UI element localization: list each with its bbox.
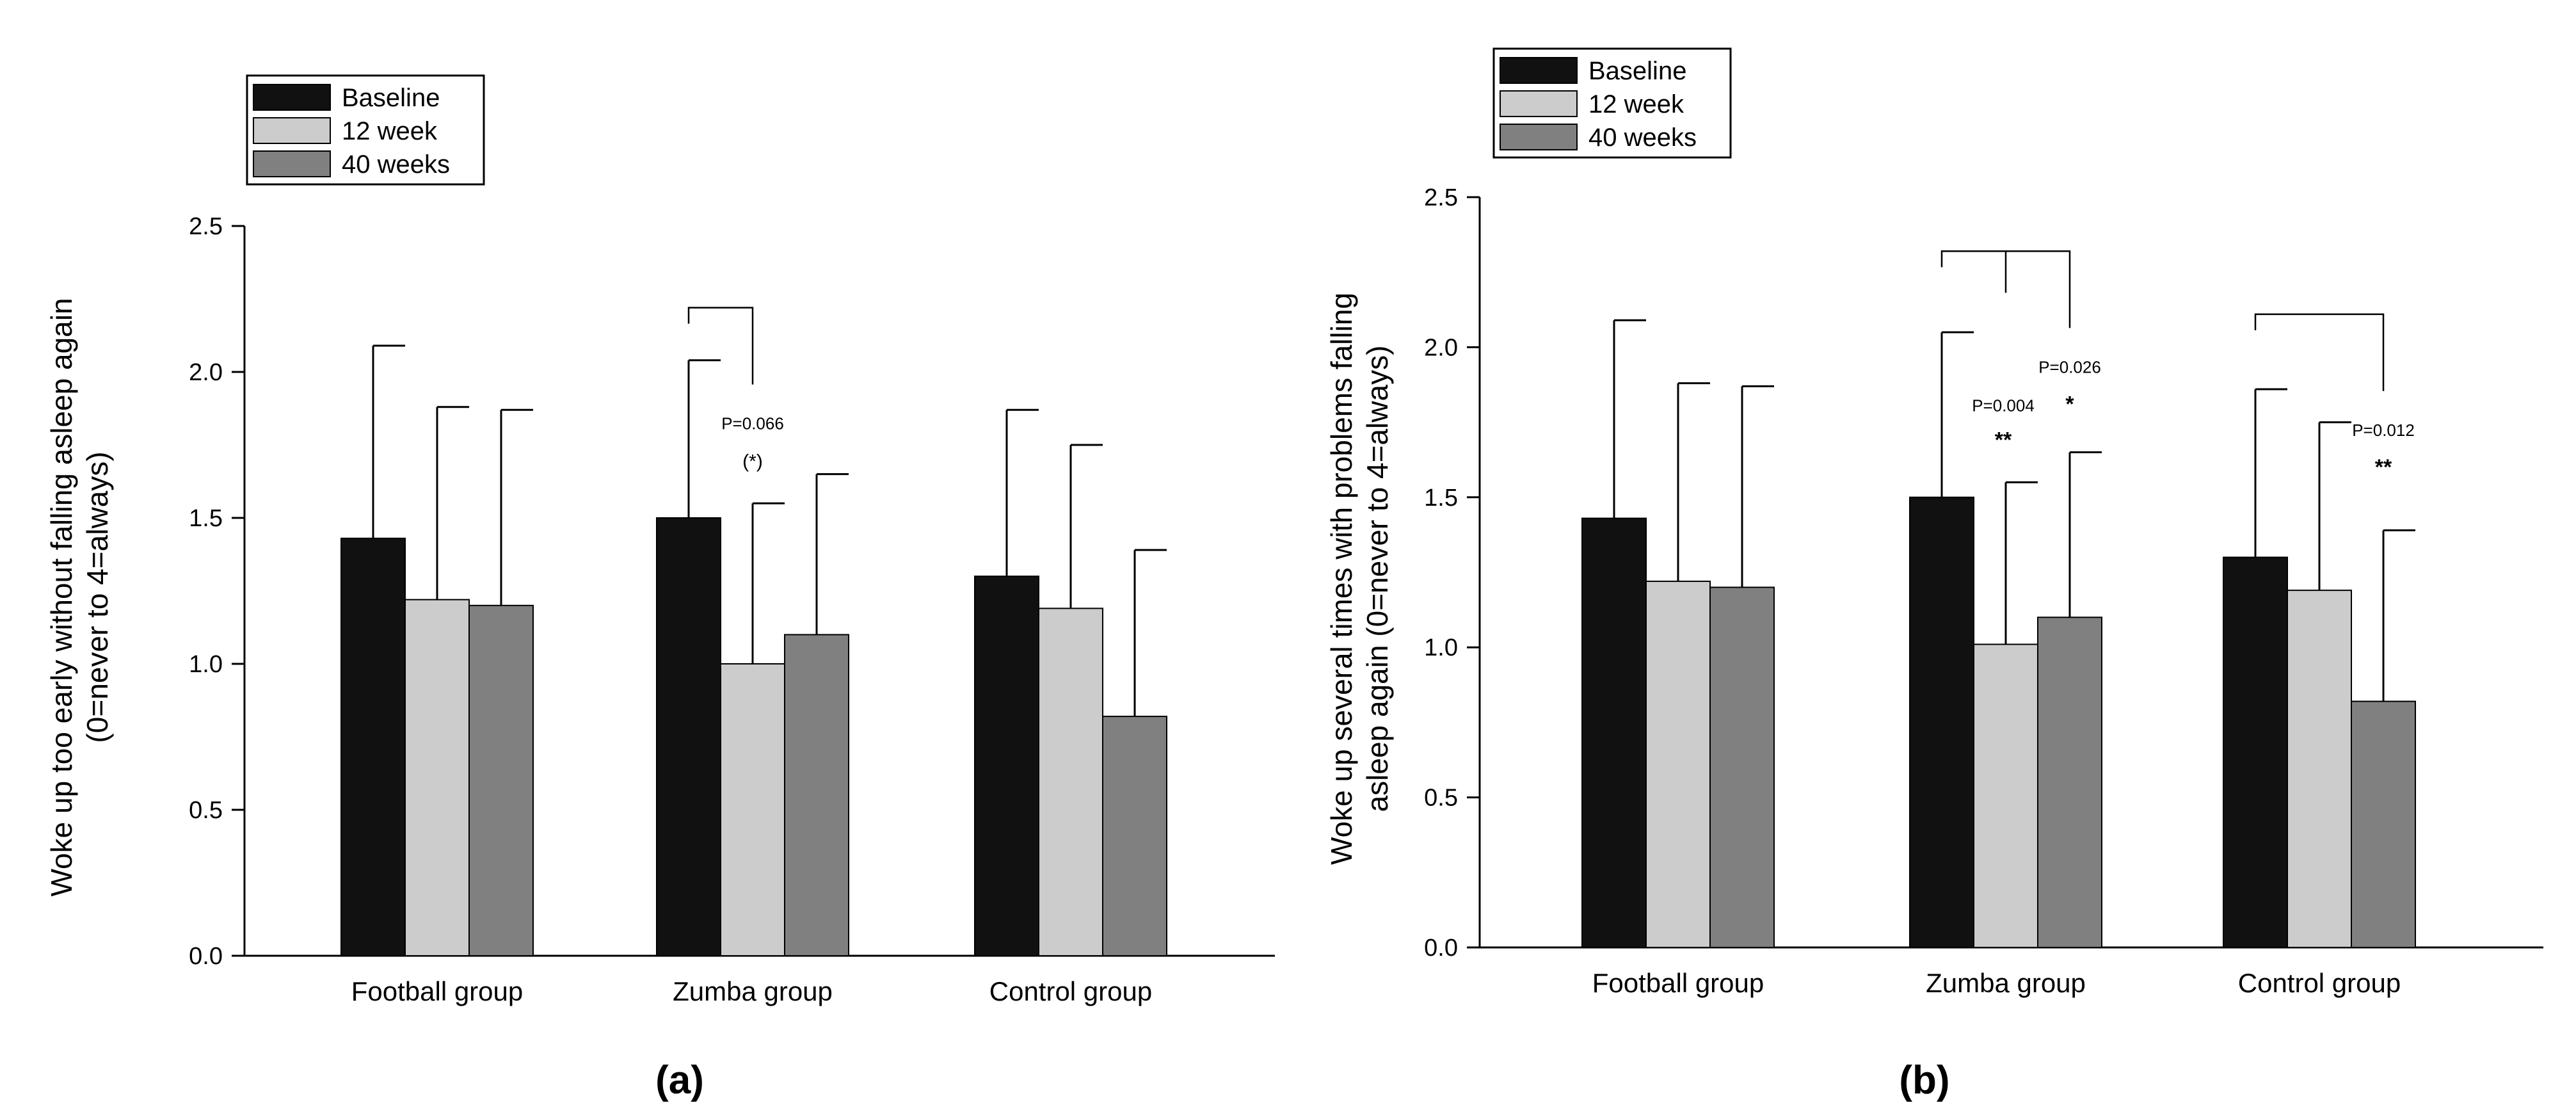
legend-swatch-40-weeks [1500, 124, 1578, 150]
bar-baseline [2223, 556, 2288, 948]
legend-swatch-baseline [253, 84, 331, 111]
y-tick-label: 0.5 [1424, 785, 1458, 812]
bar-baseline [974, 576, 1039, 956]
y-tick-label: 0.5 [189, 797, 223, 824]
bar-40-weeks [1102, 716, 1167, 956]
bar-12-week [720, 663, 785, 956]
significance-bracket [687, 307, 754, 385]
y-axis-label: asleep again (0=never to 4=always) [1361, 346, 1394, 812]
panel-label: (a) [655, 1058, 704, 1102]
y-tick-label: 0.0 [189, 943, 223, 970]
legend-label: 12 week [1588, 90, 1684, 118]
bar-baseline [1909, 496, 1974, 948]
bar-baseline [340, 537, 406, 956]
legend-label: Baseline [1588, 57, 1686, 85]
p-value-label: P=0.004 [1972, 396, 2035, 415]
p-value-label: P=0.026 [2038, 357, 2101, 376]
p-value-label: P=0.066 [721, 414, 784, 433]
y-tick-label: 2.5 [189, 213, 223, 240]
y-tick-label: 1.5 [189, 505, 223, 532]
panel-label: (b) [1899, 1058, 1949, 1102]
y-tick-label: 1.0 [1424, 634, 1458, 661]
bar-12-week [1645, 581, 1711, 948]
bar-12-week [404, 599, 470, 956]
y-axis-label: (0=never to 4=always) [81, 451, 114, 743]
legend-swatch-12-week [253, 117, 331, 144]
chart-panel-b: 0.0 0.5 1.0 1.5 2.0 2.5 Woke up several times … [1325, 47, 2543, 1102]
y-tick-label: 2.0 [189, 359, 223, 386]
bar-baseline [656, 517, 721, 956]
bar-12-week [1038, 608, 1103, 956]
legend-label: 40 weeks [342, 150, 450, 179]
y-tick-label: 1.5 [1424, 485, 1458, 511]
bar-12-week [2287, 590, 2352, 948]
y-tick-label: 1.0 [189, 651, 223, 678]
legend-label: Baseline [342, 84, 440, 112]
x-category-label: Football group [351, 976, 524, 1006]
bar-40-weeks [1709, 586, 1775, 948]
x-category-label: Control group [989, 976, 1152, 1006]
x-category-label: Control group [2238, 968, 2401, 998]
significance-stars: * [2065, 392, 2074, 416]
significance-stars: (*) [742, 451, 763, 472]
x-category-label: Zumba group [1926, 968, 2086, 998]
y-axis-label: Woke up too early without falling asleep… [45, 298, 78, 896]
y-tick-label: 0.0 [1424, 935, 1458, 962]
bar-baseline [1581, 517, 1647, 948]
bar-12-week [1973, 643, 2038, 949]
legend-label: 40 weeks [1588, 124, 1697, 152]
bar-40-weeks [784, 634, 849, 957]
y-axis-label: Woke up several times with problems fall… [1325, 293, 1358, 865]
significance-stars: ** [2375, 455, 2392, 479]
x-category-label: Football group [1592, 968, 1764, 998]
legend-label: 12 week [342, 117, 438, 145]
chart-panel-a: 0.0 0.5 1.0 1.5 2.0 2.5 Woke up too early with… [45, 74, 1275, 1102]
legend-swatch-12-week [1500, 90, 1578, 117]
significance-stars: ** [1995, 428, 2012, 452]
y-tick-label: 2.5 [1424, 184, 1458, 211]
significance-bracket [2254, 313, 2385, 391]
bar-40-weeks [468, 604, 534, 956]
x-category-label: Zumba group [673, 976, 833, 1006]
p-value-label: P=0.012 [2352, 421, 2415, 440]
legend-swatch-baseline [1500, 57, 1578, 84]
bar-40-weeks [2351, 700, 2416, 948]
bar-40-weeks [2037, 616, 2102, 948]
y-tick-label: 2.0 [1424, 334, 1458, 361]
legend-swatch-40-weeks [253, 150, 331, 177]
